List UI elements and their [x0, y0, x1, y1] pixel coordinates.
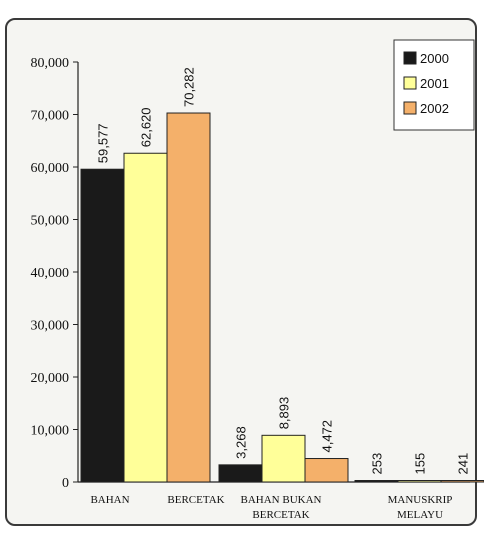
legend-swatch-2002 [403, 101, 417, 115]
bar-2000-2 [354, 480, 399, 483]
data-label: 70,282 [182, 67, 197, 107]
y-tick-label: 20,000 [31, 371, 70, 386]
y-tick-label: 30,000 [31, 319, 70, 334]
y-tick-label: 40,000 [31, 266, 70, 281]
bar-2001-0 [123, 152, 168, 483]
data-label: 155 [413, 453, 428, 475]
legend-label-2000: 2000 [420, 51, 449, 66]
x-category-label: BAHAN BUKAN [241, 494, 322, 506]
x-category-label: BERCETAK [252, 509, 309, 521]
x-category-label: MELAYU [397, 509, 443, 521]
legend-label-2001: 2001 [420, 76, 449, 91]
data-label: 8,893 [277, 397, 292, 430]
y-tick-label: 0 [62, 476, 69, 491]
bar-2001-1 [261, 434, 306, 483]
data-label: 62,620 [139, 107, 154, 147]
y-tick-label: 70,000 [31, 109, 70, 124]
y-tick-label: 10,000 [31, 424, 70, 439]
data-label: 241 [456, 453, 471, 475]
bar-2001-2 [397, 480, 442, 483]
legend-swatch-2000 [403, 51, 417, 65]
bar-2002-0 [166, 112, 211, 483]
bar-2002-2 [440, 480, 484, 483]
legend-label-2002: 2002 [420, 101, 449, 116]
data-label: 253 [370, 453, 385, 475]
data-label: 4,472 [320, 420, 335, 453]
y-tick-label: 60,000 [31, 161, 70, 176]
legend-swatch-2001 [403, 76, 417, 90]
data-label: 3,268 [234, 426, 249, 459]
bar-2000-1 [218, 464, 263, 483]
bar-2002-1 [304, 458, 349, 483]
x-category-label: BAHAN [90, 494, 129, 506]
y-tick-label: 50,000 [31, 214, 70, 229]
data-label: 59,577 [96, 123, 111, 163]
bar-2000-0 [80, 168, 125, 483]
y-tick-label: 80,000 [31, 56, 70, 71]
x-category-label: BERCETAK [167, 494, 224, 506]
x-category-label: MANUSKRIP [388, 494, 453, 506]
